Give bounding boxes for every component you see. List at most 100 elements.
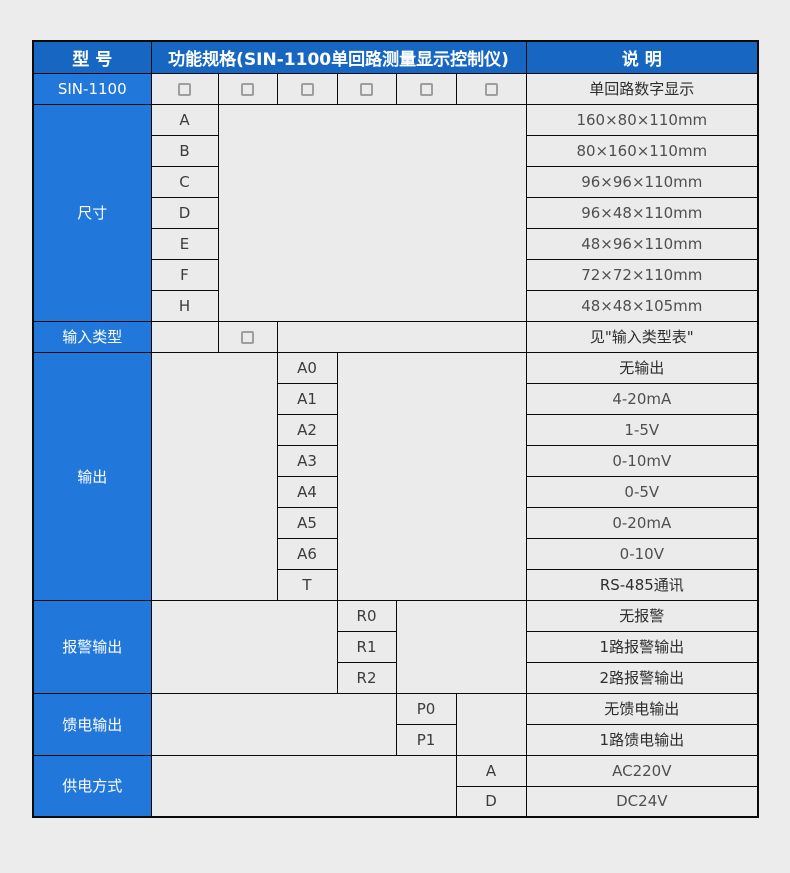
size-desc: 72×72×110mm <box>525 258 759 291</box>
checkbox-icon[interactable] <box>241 331 254 344</box>
spacer-cell <box>150 320 219 353</box>
output-code: A4 <box>276 475 338 508</box>
option-cell-6 <box>455 72 527 105</box>
output-desc: 0-10mV <box>525 444 759 477</box>
table-row: A3 0-10mV <box>33 444 759 477</box>
size-desc: 80×160×110mm <box>525 134 759 167</box>
option-cell-5 <box>395 72 457 105</box>
table-row: A2 1-5V <box>33 413 759 446</box>
section-label-size: 尺寸 <box>32 103 152 322</box>
output-desc: 0-20mA <box>525 506 759 539</box>
spacer-cell <box>336 351 527 601</box>
checkbox-icon[interactable] <box>300 83 314 96</box>
section-label-power: 供电方式 <box>32 754 152 818</box>
size-desc: 96×96×110mm <box>525 165 759 198</box>
spacer-cell <box>150 754 457 818</box>
size-desc: 160×80×110mm <box>525 103 759 136</box>
power-code: A <box>455 754 527 787</box>
table-row: B 80×160×110mm <box>33 134 759 167</box>
size-code: A <box>150 103 219 136</box>
alarm-code: R2 <box>336 661 397 694</box>
size-code: D <box>150 196 219 229</box>
section-label-feed: 馈电输出 <box>32 692 152 756</box>
size-desc: 48×96×110mm <box>525 227 759 260</box>
size-code: F <box>150 258 219 291</box>
option-cell-2 <box>217 72 278 105</box>
output-code: A6 <box>276 537 338 570</box>
feed-desc: 无馈电输出 <box>525 692 759 725</box>
power-desc: DC24V <box>525 785 759 818</box>
input-option-cell <box>217 320 278 353</box>
alarm-desc: 1路报警输出 <box>525 630 759 663</box>
feed-code: P0 <box>395 692 457 725</box>
model-desc: 单回路数字显示 <box>525 72 759 105</box>
size-code: H <box>150 289 219 322</box>
table-row: A4 0-5V <box>33 475 759 508</box>
table-row: A5 0-20mA <box>33 506 759 539</box>
table-row: D DC24V <box>33 785 759 818</box>
table-row: 报警输出 R0 无报警 <box>32 599 759 694</box>
output-desc: 0-5V <box>525 475 759 508</box>
size-code: B <box>150 134 219 167</box>
table-row: A6 0-10V <box>33 537 759 570</box>
table-row: 输出 A0 无输出 <box>32 351 759 601</box>
option-cell-4 <box>336 72 397 105</box>
feed-code: P1 <box>395 723 457 756</box>
table-row: A1 4-20mA <box>33 382 759 415</box>
output-code: T <box>276 568 338 601</box>
table-row: C 96×96×110mm <box>33 165 759 198</box>
input-desc: 见"输入类型表" <box>525 320 759 353</box>
table-header-row: 型 号 功能规格(SIN-1100单回路测量显示控制仪) 说 明 <box>32 40 759 74</box>
output-desc: 无输出 <box>525 351 759 384</box>
output-code: A0 <box>276 351 338 384</box>
size-code: E <box>150 227 219 260</box>
alarm-code: R0 <box>336 599 397 632</box>
input-type-row: 输入类型 见"输入类型表" <box>32 320 759 353</box>
option-cell-1 <box>150 72 219 105</box>
checkbox-icon[interactable] <box>360 83 373 96</box>
table-row: 供电方式 A AC220V <box>32 754 759 818</box>
size-desc: 96×48×110mm <box>525 196 759 229</box>
output-desc: 4-20mA <box>525 382 759 415</box>
option-cell-3 <box>276 72 338 105</box>
spacer-cell <box>455 692 527 756</box>
spacer-cell <box>150 351 278 601</box>
power-desc: AC220V <box>525 754 759 787</box>
spacer-cell <box>276 320 527 353</box>
spacer-cell <box>150 599 338 694</box>
power-code: D <box>455 785 527 818</box>
header-model: 型 号 <box>32 40 152 74</box>
model-row: SIN-1100 单回路数字显示 <box>32 72 759 105</box>
model-name: SIN-1100 <box>32 72 152 105</box>
table-row: R1 1路报警输出 <box>33 630 759 663</box>
checkbox-icon[interactable] <box>419 83 433 96</box>
table-row: R2 2路报警输出 <box>33 661 759 694</box>
size-desc: 48×48×105mm <box>525 289 759 322</box>
output-code: A5 <box>276 506 338 539</box>
header-spec: 功能规格(SIN-1100单回路测量显示控制仪) <box>150 40 527 74</box>
spacer-cell <box>217 103 527 322</box>
table-row: F 72×72×110mm <box>33 258 759 291</box>
output-desc: 0-10V <box>525 537 759 570</box>
header-desc: 说 明 <box>525 40 759 74</box>
output-code: A3 <box>276 444 338 477</box>
checkbox-icon[interactable] <box>241 83 254 96</box>
spec-table: 型 号 功能规格(SIN-1100单回路测量显示控制仪) 说 明 SIN-110… <box>32 40 760 818</box>
table-row: E 48×96×110mm <box>33 227 759 260</box>
output-desc: RS-485通讯 <box>525 568 759 601</box>
output-desc: 1-5V <box>525 413 759 446</box>
checkbox-icon[interactable] <box>178 83 191 96</box>
section-label-output: 输出 <box>32 351 152 601</box>
alarm-desc: 无报警 <box>525 599 759 632</box>
table-row: 尺寸 A 160×80×110mm <box>32 103 759 322</box>
checkbox-icon[interactable] <box>484 83 498 96</box>
size-code: C <box>150 165 219 198</box>
output-code: A1 <box>276 382 338 415</box>
spacer-cell <box>150 692 397 756</box>
alarm-desc: 2路报警输出 <box>525 661 759 694</box>
spacer-cell <box>395 599 527 694</box>
table-row: 馈电输出 P0 无馈电输出 <box>32 692 759 756</box>
alarm-code: R1 <box>336 630 397 663</box>
section-label-alarm: 报警输出 <box>32 599 152 694</box>
table-row: T RS-485通讯 <box>33 568 759 601</box>
